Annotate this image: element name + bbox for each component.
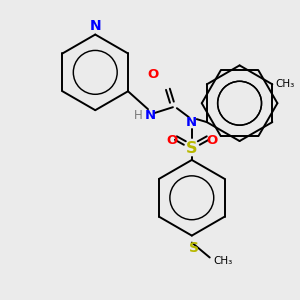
Text: S: S xyxy=(189,241,199,255)
Text: N: N xyxy=(89,19,101,32)
Text: H: H xyxy=(134,109,142,122)
Text: N: N xyxy=(186,116,197,129)
Text: O: O xyxy=(148,68,159,81)
Text: N: N xyxy=(144,109,156,122)
Text: S: S xyxy=(186,140,198,155)
Text: O: O xyxy=(166,134,178,146)
Text: O: O xyxy=(206,134,217,146)
Text: CH₃: CH₃ xyxy=(275,79,295,89)
Text: CH₃: CH₃ xyxy=(214,256,233,266)
